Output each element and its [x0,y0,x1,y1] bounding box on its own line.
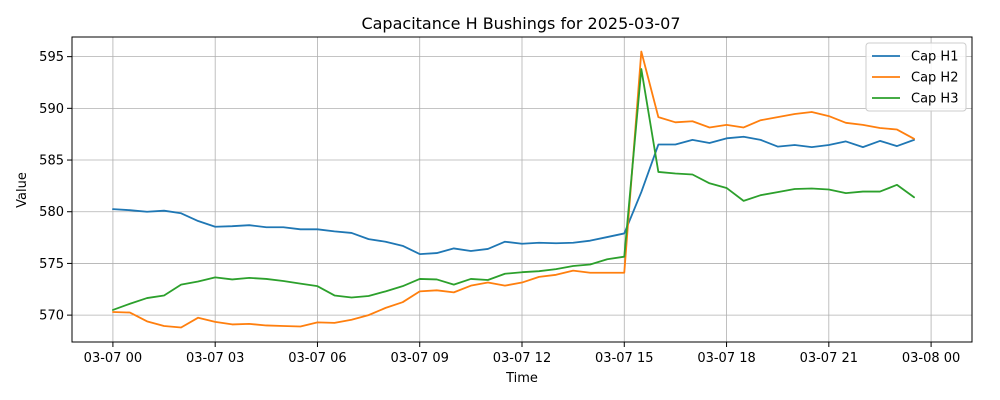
x-tick-label: 03-07 12 [493,351,551,366]
series-line-cap-h2 [112,50,915,329]
x-tick-label: 03-07 18 [697,351,755,366]
y-tick-label: 590 [39,102,64,117]
y-axis-title: Value [15,172,30,208]
series-line-cap-h1 [112,135,915,256]
legend-box [865,42,967,112]
x-tick-label: 03-07 03 [186,351,244,366]
legend-label-cap-h3: Cap H3 [911,92,958,107]
series-lines [112,50,915,329]
legend-label-cap-h2: Cap H2 [911,71,958,86]
x-tick-label: 03-08 00 [902,351,960,366]
chart-title: Capacitance H Bushings for 2025-03-07 [361,14,680,33]
x-tick-label: 03-07 09 [391,351,449,366]
y-axis-ticks: 570 575 580 585 590 595 [39,50,72,324]
y-tick-label: 570 [39,309,64,324]
x-axis-ticks: 03-07 00 03-07 03 03-07 06 03-07 09 03-07 12… [84,342,960,366]
legend: Cap H1 Cap H2 Cap H3 [865,42,967,112]
x-tick-label: 03-07 00 [84,351,142,366]
y-tick-label: 580 [39,205,64,220]
x-tick-label: 03-07 21 [800,351,858,366]
y-tick-label: 575 [39,257,64,272]
x-tick-label: 03-07 15 [595,351,653,366]
series-line-cap-h3 [112,68,915,311]
grid-lines [72,37,972,342]
x-axis-title: Time [505,371,538,386]
legend-label-cap-h1: Cap H1 [911,50,958,65]
y-tick-label: 595 [39,50,64,65]
y-tick-label: 585 [39,154,64,169]
x-tick-label: 03-07 06 [288,351,346,366]
